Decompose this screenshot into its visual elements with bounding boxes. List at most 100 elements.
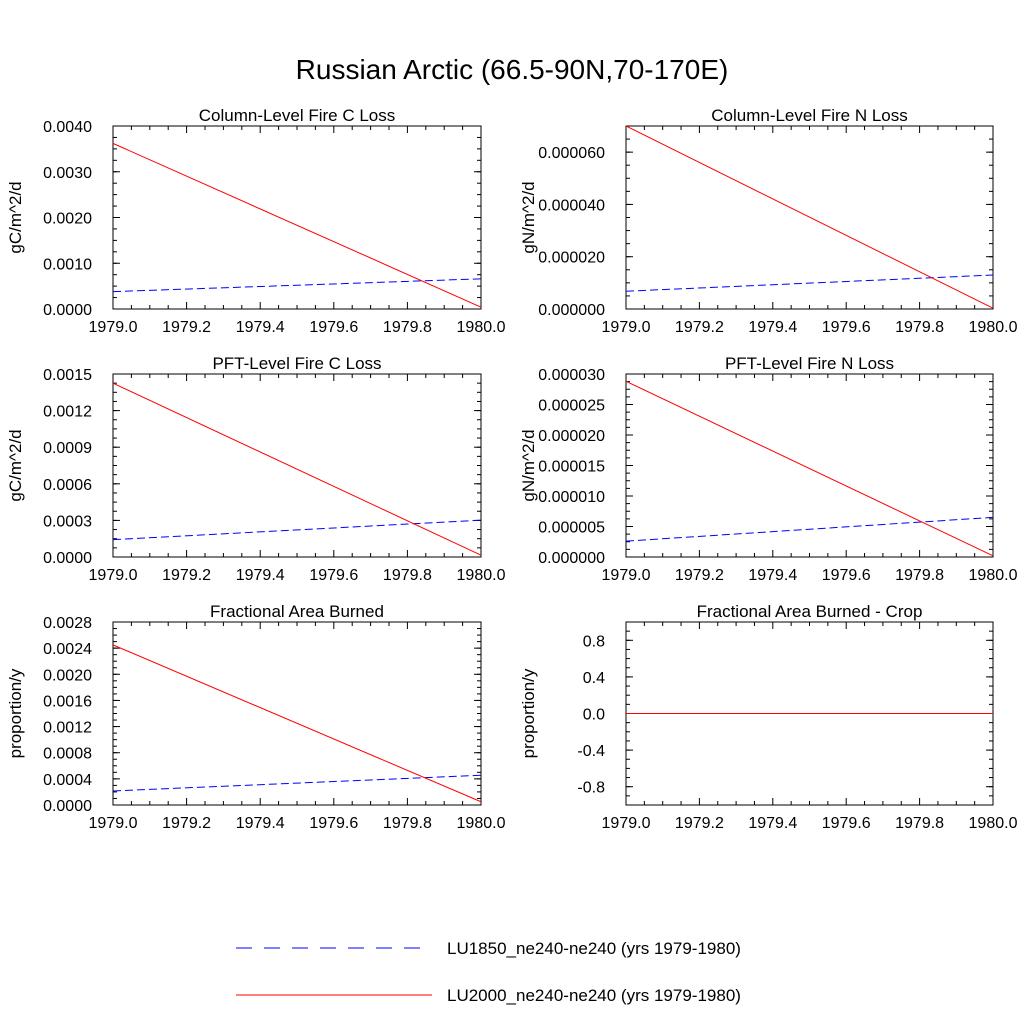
x-tick-label: 1979.6 <box>309 567 358 584</box>
series-line-lu2000 <box>625 380 994 557</box>
y-tick-label: 0.000000 <box>538 550 605 567</box>
x-tick-label: 1979.8 <box>895 815 944 832</box>
panel-title: Fractional Area Burned - Crop <box>697 602 923 621</box>
x-tick-label: 1980.0 <box>457 319 506 336</box>
y-tick-label: 0.0000 <box>43 798 92 815</box>
x-tick-label: 1979.8 <box>383 815 432 832</box>
y-tick-label: 0.000015 <box>538 459 605 476</box>
series-line-lu2000 <box>112 382 482 556</box>
y-tick-label: 0.0008 <box>43 746 92 763</box>
legend: LU1850_ne240-ne240 (yrs 1979-1980) LU2000… <box>236 939 741 1005</box>
y-tick-label: 0.0020 <box>43 211 92 228</box>
x-tick-label: 1979.8 <box>895 319 944 336</box>
y-tick-label: 0.000005 <box>538 520 605 537</box>
y-tick-label: 0.4 <box>583 670 605 687</box>
x-tick-label: 1979.0 <box>602 815 651 832</box>
y-tick-label: 0.0030 <box>43 165 92 182</box>
y-tick-label: 0.000030 <box>538 367 605 384</box>
legend-label-2: LU2000_ne240-ne240 (yrs 1979-1980) <box>447 986 741 1005</box>
y-axis-label: gC/m^2/d <box>6 429 25 501</box>
plot-frame <box>112 125 482 310</box>
y-tick-label: -0.8 <box>577 780 605 797</box>
x-tick-label: 1980.0 <box>457 815 506 832</box>
y-tick-label: 0.0003 <box>43 513 92 530</box>
y-axis-label: proportion/y <box>6 668 25 758</box>
y-axis-label: gN/m^2/d <box>519 181 538 253</box>
x-tick-label: 1979.2 <box>675 567 724 584</box>
chart-panel-2: Column-Level Fire N Loss gN/m^2/d 1979.0 19… <box>519 106 1018 336</box>
x-tick-label: 1979.8 <box>383 567 432 584</box>
x-tick-label: 1979.6 <box>822 319 871 336</box>
y-tick-label: 0.0009 <box>43 440 92 457</box>
y-tick-label: 0.0 <box>583 707 605 724</box>
x-tick-label: 1979.2 <box>162 567 211 584</box>
x-tick-label: 1980.0 <box>457 567 506 584</box>
x-tick-label: 1979.4 <box>236 815 285 832</box>
series-line-lu2000 <box>112 142 482 308</box>
y-tick-label: 0.000040 <box>538 197 605 214</box>
series-line-lu2000 <box>112 644 482 803</box>
panel-title: Column-Level Fire N Loss <box>711 106 908 125</box>
x-tick-label: 1979.8 <box>895 567 944 584</box>
legend-label-1: LU1850_ne240-ne240 (yrs 1979-1980) <box>447 939 741 958</box>
y-tick-label: 0.000020 <box>538 428 605 445</box>
figure-title: Russian Arctic (66.5-90N,70-170E) <box>296 54 729 85</box>
x-tick-label: 1980.0 <box>969 319 1018 336</box>
series-line-lu2000 <box>625 125 994 309</box>
panels: Column-Level Fire C Loss gC/m^2/d 1979.0 19… <box>6 106 1018 832</box>
series-line-lu1850 <box>625 516 994 542</box>
y-tick-label: 0.0012 <box>43 720 92 737</box>
panel-title: PFT-Level Fire N Loss <box>725 354 894 373</box>
series-line-lu1850 <box>112 278 482 293</box>
y-tick-label: 0.0024 <box>43 641 92 658</box>
panel-title: Fractional Area Burned <box>210 602 384 621</box>
y-tick-label: 0.0012 <box>43 404 92 421</box>
panel-title: Column-Level Fire C Loss <box>199 106 396 125</box>
x-tick-label: 1979.0 <box>89 319 138 336</box>
y-axis-label: gN/m^2/d <box>519 429 538 501</box>
y-tick-label: 0.000020 <box>538 250 605 267</box>
x-tick-label: 1979.4 <box>748 567 797 584</box>
y-axis-label: gC/m^2/d <box>6 181 25 253</box>
y-tick-label: 0.0020 <box>43 667 92 684</box>
x-tick-label: 1979.6 <box>309 815 358 832</box>
x-tick-label: 1979.4 <box>236 319 285 336</box>
y-tick-label: 0.0004 <box>43 772 92 789</box>
chart-panel-3: PFT-Level Fire C Loss gC/m^2/d 1979.0 1979.… <box>6 354 506 584</box>
y-tick-label: 0.0000 <box>43 302 92 319</box>
x-tick-label: 1979.0 <box>602 319 651 336</box>
x-tick-label: 1980.0 <box>969 815 1018 832</box>
series-line-lu1850 <box>112 774 482 792</box>
y-tick-label: 0.0016 <box>43 693 92 710</box>
y-tick-label: 0.000060 <box>538 145 605 162</box>
x-tick-label: 1979.2 <box>162 815 211 832</box>
x-tick-label: 1979.4 <box>748 815 797 832</box>
chart-panel-4: PFT-Level Fire N Loss gN/m^2/d 1979.0 1979.… <box>519 354 1018 584</box>
y-tick-label: 0.0028 <box>43 615 92 632</box>
x-tick-label: 1980.0 <box>969 567 1018 584</box>
series-line-lu1850 <box>112 519 482 541</box>
y-tick-label: 0.8 <box>583 633 605 650</box>
x-tick-label: 1979.6 <box>822 815 871 832</box>
x-tick-label: 1979.4 <box>748 319 797 336</box>
y-tick-label: 0.0015 <box>43 367 92 384</box>
chart-panel-5: Fractional Area Burned proportion/y 1979.0… <box>6 602 506 832</box>
x-tick-label: 1979.2 <box>675 319 724 336</box>
y-tick-label: 0.000000 <box>538 302 605 319</box>
x-tick-label: 1979.6 <box>822 567 871 584</box>
panel-title: PFT-Level Fire C Loss <box>212 354 381 373</box>
y-axis-label: proportion/y <box>519 668 538 758</box>
x-tick-label: 1979.8 <box>383 319 432 336</box>
y-tick-label: 0.0000 <box>43 550 92 567</box>
series-line-lu1850 <box>625 274 994 292</box>
y-tick-label: 0.0040 <box>43 119 92 136</box>
x-tick-label: 1979.2 <box>162 319 211 336</box>
y-tick-label: 0.000010 <box>538 489 605 506</box>
x-tick-label: 1979.4 <box>236 567 285 584</box>
x-tick-label: 1979.2 <box>675 815 724 832</box>
x-tick-label: 1979.0 <box>89 567 138 584</box>
x-tick-label: 1979.0 <box>602 567 651 584</box>
y-tick-label: -0.4 <box>577 743 605 760</box>
x-tick-label: 1979.6 <box>309 319 358 336</box>
